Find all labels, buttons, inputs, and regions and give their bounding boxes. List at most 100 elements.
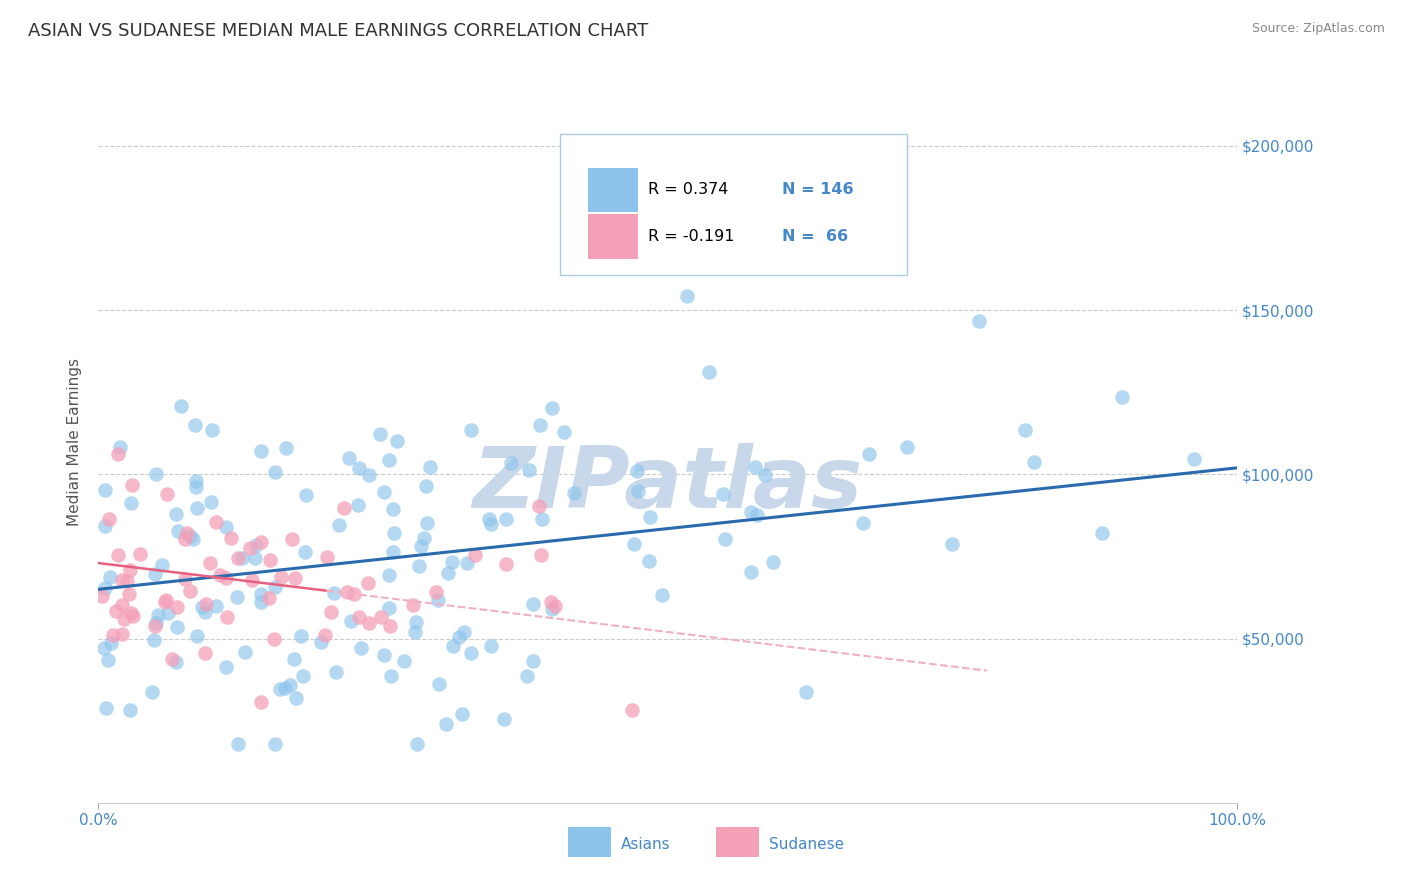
Point	[122, 608, 145, 623]
Point	[335, 585, 357, 599]
Point	[194, 597, 217, 611]
Point	[143, 567, 166, 582]
Point	[107, 549, 129, 563]
Point	[350, 641, 373, 656]
Point	[214, 519, 236, 533]
Point	[382, 502, 405, 516]
Point	[405, 615, 427, 629]
Point	[495, 557, 517, 571]
Point	[193, 605, 215, 619]
Point	[1111, 391, 1133, 405]
Point	[150, 558, 173, 572]
Point	[292, 669, 315, 683]
Point	[415, 479, 437, 493]
Point	[651, 588, 673, 602]
Point	[263, 632, 285, 647]
Point	[385, 434, 408, 449]
Point	[264, 580, 287, 594]
Point	[294, 545, 316, 559]
Text: Asians: Asians	[621, 838, 671, 852]
Point	[166, 524, 188, 538]
Point	[744, 459, 766, 474]
Point	[339, 615, 361, 629]
Point	[529, 417, 551, 432]
Point	[145, 467, 167, 482]
Point	[166, 619, 188, 633]
Point	[540, 595, 562, 609]
Point	[166, 600, 188, 615]
Point	[233, 645, 256, 659]
Point	[183, 532, 205, 546]
Text: Source: ZipAtlas.com: Source: ZipAtlas.com	[1251, 22, 1385, 36]
Point	[638, 554, 661, 568]
Point	[404, 625, 426, 640]
Point	[179, 528, 201, 542]
Point	[146, 607, 169, 622]
Point	[357, 576, 380, 591]
Point	[740, 565, 762, 579]
Point	[263, 465, 285, 479]
Point	[249, 594, 271, 608]
Point	[426, 592, 449, 607]
Point	[451, 707, 474, 722]
Point	[1090, 526, 1112, 541]
Point	[621, 703, 644, 717]
Text: ASIAN VS SUDANESE MEDIAN MALE EARNINGS CORRELATION CHART: ASIAN VS SUDANESE MEDIAN MALE EARNINGS C…	[28, 22, 648, 40]
Point	[368, 427, 391, 442]
Point	[165, 655, 187, 669]
Point	[263, 737, 285, 751]
Point	[155, 592, 177, 607]
Point	[359, 615, 381, 630]
Point	[359, 467, 381, 482]
Point	[184, 475, 207, 489]
Point	[278, 678, 301, 692]
Point	[337, 450, 360, 465]
Point	[290, 629, 312, 643]
Point	[553, 425, 575, 439]
Point	[273, 681, 295, 695]
Point	[170, 399, 193, 413]
Point	[184, 480, 207, 494]
Point	[226, 550, 249, 565]
Y-axis label: Median Male Earnings: Median Male Earnings	[67, 358, 83, 525]
Point	[225, 591, 247, 605]
Point	[392, 654, 415, 668]
Point	[111, 573, 134, 587]
Point	[373, 485, 395, 500]
Point	[274, 441, 297, 455]
Point	[231, 550, 253, 565]
Point	[200, 556, 222, 570]
Point	[711, 487, 734, 501]
Point	[402, 598, 425, 612]
Point	[128, 547, 150, 561]
Point	[416, 516, 439, 531]
Text: R = -0.191: R = -0.191	[648, 229, 735, 244]
Point	[120, 563, 142, 577]
Point	[98, 512, 121, 526]
Point	[120, 496, 142, 510]
Point	[540, 401, 562, 415]
Point	[208, 568, 231, 582]
Point	[184, 417, 207, 432]
Point	[441, 555, 464, 569]
Point	[145, 615, 167, 630]
Point	[94, 701, 117, 715]
Point	[215, 609, 238, 624]
Point	[316, 549, 339, 564]
Point	[1182, 452, 1205, 467]
Point	[243, 551, 266, 566]
Point	[522, 597, 544, 611]
Point	[176, 525, 198, 540]
Point	[460, 646, 482, 660]
Point	[259, 591, 281, 605]
Point	[284, 572, 307, 586]
Point	[118, 703, 141, 717]
Point	[204, 515, 226, 529]
Point	[97, 653, 120, 667]
Point	[479, 516, 502, 531]
Point	[378, 618, 401, 632]
Point	[460, 423, 482, 437]
Text: Sudanese: Sudanese	[769, 838, 845, 852]
Point	[852, 516, 875, 530]
Point	[157, 606, 180, 620]
